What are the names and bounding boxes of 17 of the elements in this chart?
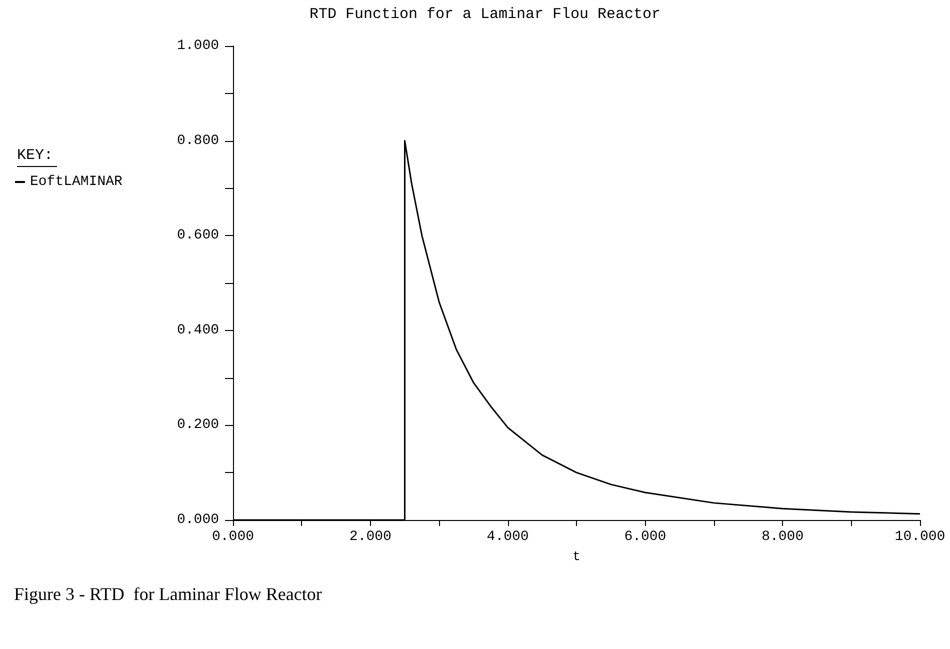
legend-title: KEY: — [17, 147, 54, 164]
legend-label: EoftLAMINAR — [30, 174, 124, 190]
x-tick-label: 8.000 — [762, 529, 804, 545]
x-tick-label: 0.000 — [212, 529, 254, 545]
x-axis-title: t — [572, 549, 580, 564]
y-tick-label: 1.000 — [176, 38, 219, 54]
y-tick-label: 0.600 — [176, 228, 219, 244]
y-tick-label: 0.400 — [176, 322, 219, 338]
x-tick-label: 10.000 — [894, 529, 946, 545]
y-tick-label: 0.800 — [176, 132, 219, 149]
chart-title: RTD Function for a Laminar Flou Reactor — [309, 6, 661, 23]
x-tick-label: 2.000 — [349, 529, 392, 545]
y-tick-label: 0.000 — [176, 512, 219, 528]
x-tick-label: 4.000 — [486, 529, 529, 545]
caption: Figure 3 - RTD for Laminar Flow Reactor — [14, 584, 322, 604]
x-tick-label: 6.000 — [624, 529, 666, 545]
y-tick-label: 0.200 — [176, 417, 219, 434]
